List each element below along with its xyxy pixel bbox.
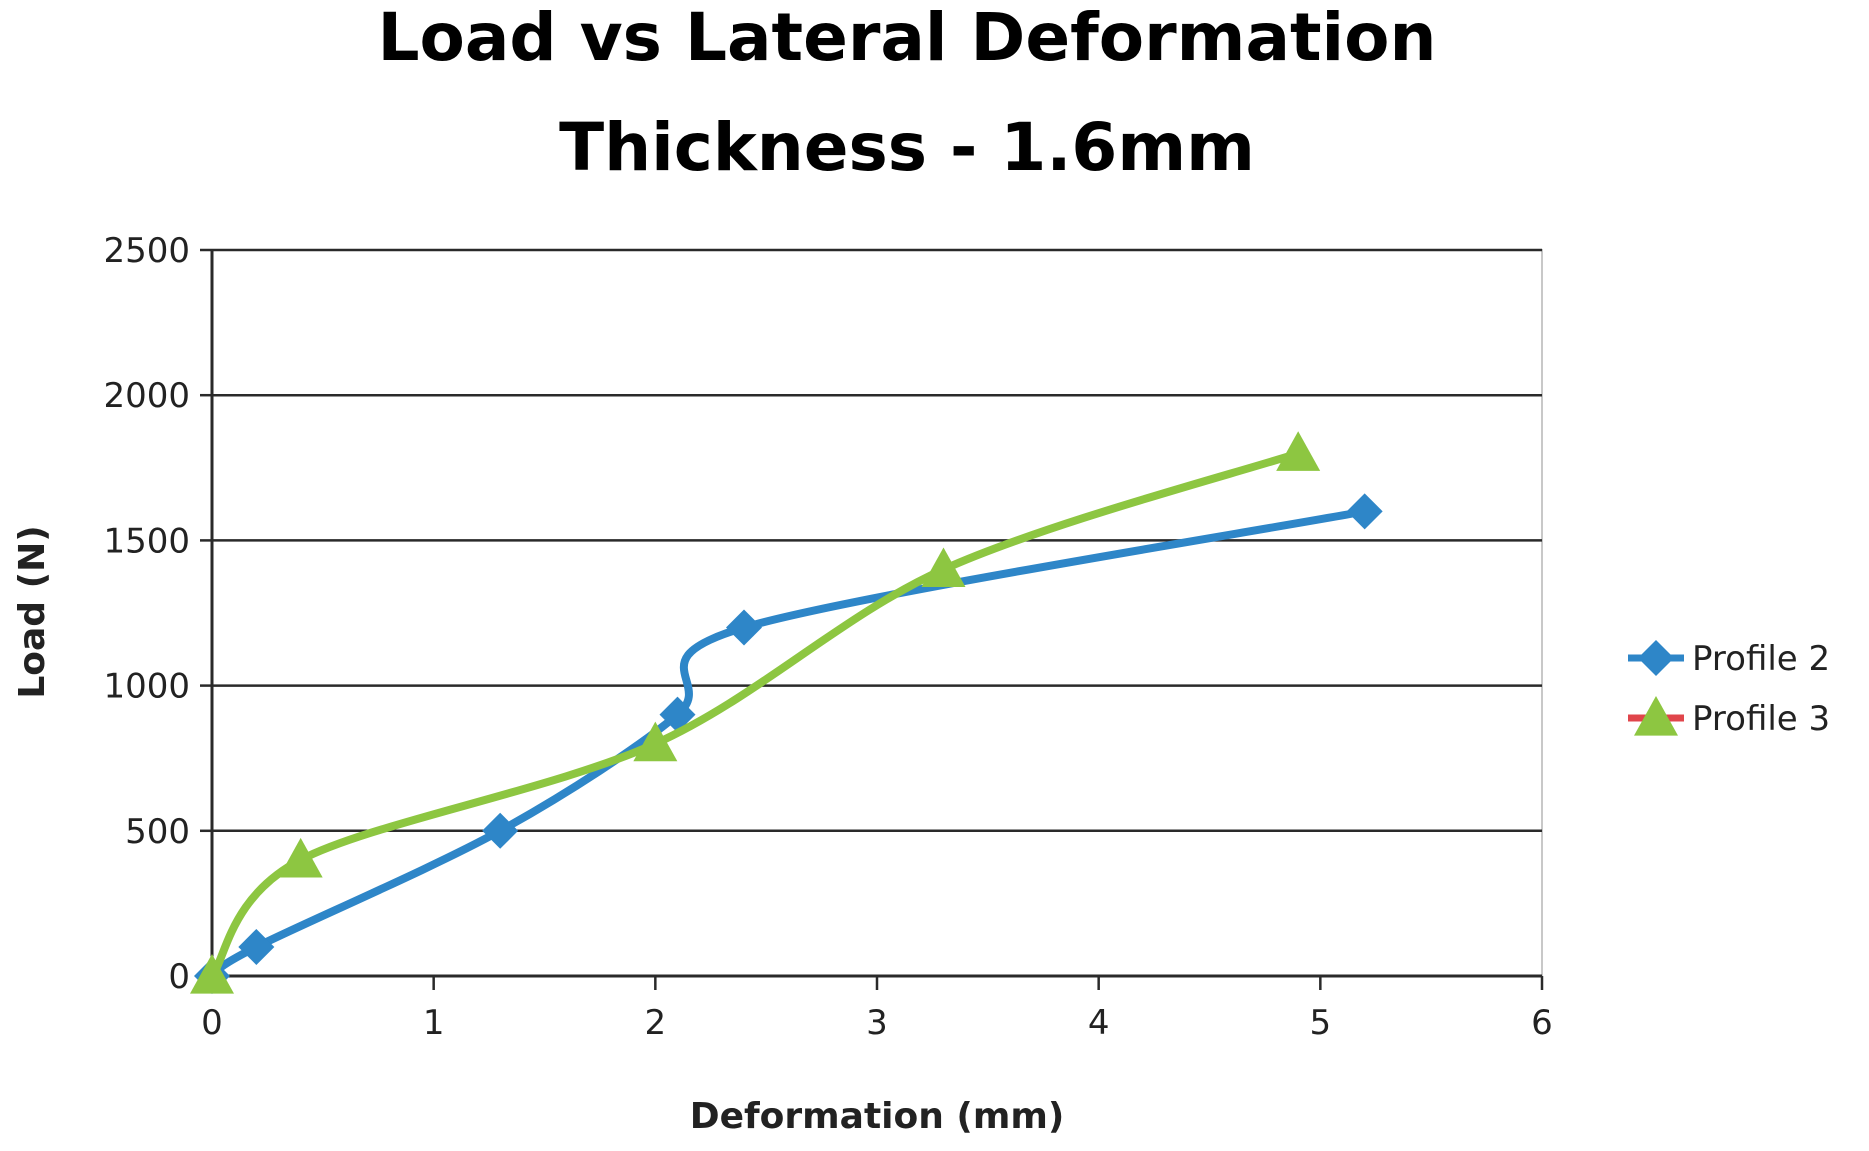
legend-marker-2	[1634, 696, 1678, 736]
y-axis-label: Load (N)	[12, 525, 53, 698]
series-2	[190, 431, 1321, 994]
x-tick-label-6: 6	[1531, 1003, 1553, 1043]
y-tick-label-5: 2500	[103, 231, 190, 271]
legend-label-2: Profile 3	[1692, 699, 1830, 739]
x-tick-label-4: 4	[1088, 1003, 1110, 1043]
x-tick-label-1: 1	[423, 1003, 445, 1043]
data-point-2-1	[278, 837, 323, 878]
legend-item-2: Profile 3	[1628, 696, 1830, 739]
tick-labels: 0 500 1000 1500 2000 2500 0 1 2 3 4 5 6	[103, 231, 1552, 1043]
x-tick-label-0: 0	[201, 1003, 223, 1043]
y-tick-label-1: 500	[125, 812, 190, 852]
data-point-1-1	[238, 928, 275, 965]
data-point-1-4	[726, 609, 762, 646]
chart-title: Load vs Lateral Deformation	[378, 0, 1437, 76]
plot-area	[211, 249, 1543, 977]
y-tick-label-4: 2000	[103, 376, 190, 416]
data-point-1-2	[482, 812, 519, 849]
chart-subtitle: Thickness - 1.6mm	[559, 109, 1255, 186]
data-point-2-3	[921, 547, 966, 588]
legend: Profile 2 Profile 3	[1628, 639, 1830, 739]
y-tick-label-0: 0	[168, 957, 190, 997]
x-tick-label-3: 3	[866, 1003, 888, 1043]
grid-lines	[212, 248, 1542, 833]
data-point-1-5	[1346, 493, 1383, 530]
legend-label-1: Profile 2	[1692, 639, 1830, 679]
data-point-1-3	[659, 696, 696, 733]
data-point-2-0	[190, 954, 234, 994]
data-point-2-4	[1276, 431, 1321, 471]
y-tick-label-2: 1000	[103, 667, 190, 707]
x-tick-label-5: 5	[1310, 1003, 1332, 1043]
legend-marker-1	[1638, 640, 1674, 676]
x-tick-label-2: 2	[645, 1003, 667, 1043]
data-point-2-2	[633, 721, 678, 762]
x-axis-label: Deformation (mm)	[690, 1096, 1065, 1137]
legend-item-1: Profile 2	[1628, 639, 1830, 679]
series-layer	[190, 431, 1383, 994]
y-tick-label-3: 1500	[103, 521, 190, 561]
